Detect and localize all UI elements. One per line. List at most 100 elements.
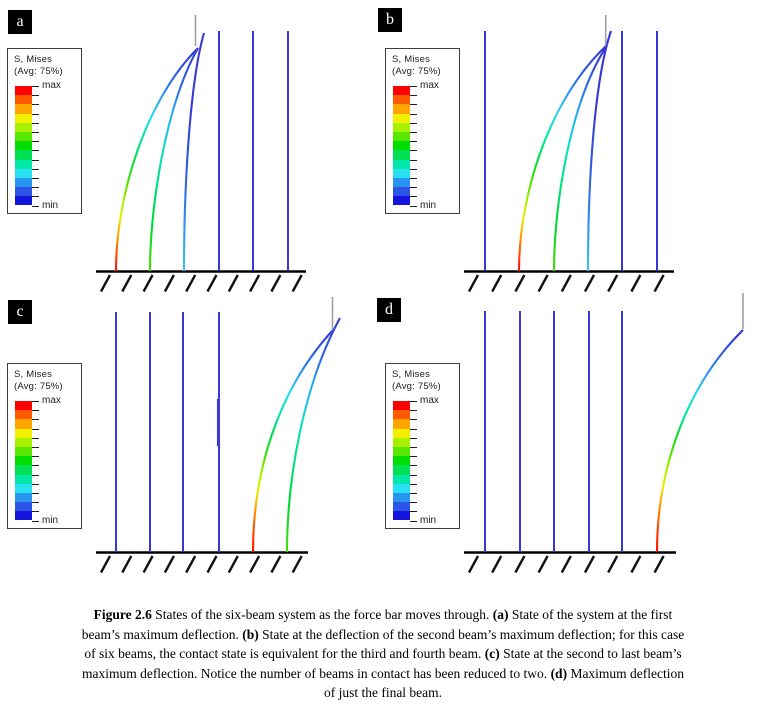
colorbar-tick <box>410 474 417 476</box>
colorbar-tick <box>32 456 39 458</box>
figure-caption-line: of six beams, the contact state is equiv… <box>0 644 766 664</box>
caption-bold-segment: (d) <box>550 665 568 681</box>
colorbar-band <box>393 150 410 160</box>
colorbar-band <box>15 95 32 105</box>
colorbar-tick <box>32 474 39 476</box>
ground-hatch <box>514 555 526 574</box>
ground-hatch <box>142 555 154 574</box>
colorbar-band <box>393 196 410 206</box>
legend-subtitle: (Avg: 75%) <box>392 381 441 392</box>
colorbar-band <box>15 196 32 206</box>
colorbar-band <box>15 86 32 96</box>
caption-text-segment: of six beams, the contact state is equiv… <box>84 646 485 661</box>
colorbar-tick <box>410 104 417 106</box>
panel-label-a: a <box>8 10 32 34</box>
panel-d <box>464 293 744 574</box>
colorbar-band <box>15 483 32 493</box>
colorbar-band <box>15 401 32 411</box>
colorbar-tick <box>410 168 417 170</box>
caption-bold-segment: (a) <box>492 607 509 622</box>
colorbar-tick <box>32 502 39 504</box>
colorbar-band <box>15 141 32 151</box>
colorbar-tick <box>32 178 39 179</box>
ground-hatch <box>653 274 665 293</box>
colorbar-band <box>393 483 410 493</box>
colorbar-tick <box>32 104 39 106</box>
deflected-beam <box>148 47 199 272</box>
colorbar-tick <box>410 141 417 143</box>
colorbar-band <box>393 113 410 123</box>
colorbar-band <box>15 465 32 475</box>
colorbar-tick <box>410 419 417 421</box>
colorbar-band <box>15 446 32 457</box>
colorbar-band <box>15 437 32 447</box>
ground-hatch <box>653 555 665 574</box>
colorbar-band <box>393 86 410 96</box>
ground-hatch <box>607 555 619 574</box>
legend-max-label: max <box>42 80 61 91</box>
colorbar-band <box>393 437 410 447</box>
caption-text-segment: Maximum deflection <box>567 665 685 681</box>
panel-c <box>96 297 341 574</box>
colorbar-tick <box>32 465 39 467</box>
ground-hatch <box>270 555 282 574</box>
ground-hatch <box>537 555 549 574</box>
legend-colorbar <box>15 86 32 206</box>
colorbar-band <box>15 419 32 429</box>
colorbar-tick <box>410 456 417 458</box>
colorbar-tick <box>410 520 417 522</box>
colorbar-tick <box>410 205 417 207</box>
colorbar-tick <box>410 483 417 485</box>
ground-hatch <box>291 274 303 293</box>
colorbar-band <box>393 159 410 169</box>
colorbar-tick <box>410 437 417 439</box>
legend-min-label: min <box>420 199 437 211</box>
ground-hatch <box>291 555 303 574</box>
ground-hatch <box>630 274 642 293</box>
colorbar-tick <box>32 493 39 494</box>
colorbar-tick <box>32 122 39 124</box>
colorbar-band <box>15 150 32 160</box>
ground-hatch <box>491 274 503 293</box>
colorbar-tick <box>32 196 39 198</box>
colorbar-tick <box>410 502 417 504</box>
legend-min-label: min <box>420 514 437 526</box>
ground-hatch <box>206 274 218 293</box>
stress-legend-panel-d: S, Mises (Avg: 75%) max min <box>385 363 460 529</box>
legend-max-label: max <box>42 395 61 406</box>
legend-subtitle: (Avg: 75%) <box>14 66 63 77</box>
colorbar-tick <box>32 437 39 439</box>
colorbar-tick <box>32 86 39 87</box>
colorbar-band <box>393 446 410 457</box>
colorbar-band <box>393 474 410 484</box>
ground-hatch <box>206 555 218 574</box>
colorbar-band <box>15 410 32 420</box>
deflected-beam <box>285 317 341 553</box>
panel-label-d: d <box>377 298 401 322</box>
ground-hatch <box>249 274 261 293</box>
panel-a <box>96 15 306 293</box>
colorbar-tick <box>410 122 417 124</box>
colorbar-band <box>393 492 410 503</box>
deflected-beam <box>517 45 607 272</box>
ground-hatch <box>467 274 480 293</box>
colorbar-band <box>393 104 410 114</box>
colorbar-tick <box>410 410 417 412</box>
legend-max-label: max <box>420 395 439 406</box>
colorbar-band <box>15 511 32 521</box>
legend-min-label: min <box>42 514 59 526</box>
ground-hatch <box>163 555 175 574</box>
caption-text-segment: State at the second to last beam’s <box>499 646 682 661</box>
colorbar-tick <box>32 159 39 161</box>
colorbar-band <box>393 141 410 151</box>
colorbar-band <box>15 131 32 142</box>
beam-simulation-canvas <box>96 15 744 574</box>
colorbar-band <box>15 113 32 123</box>
colorbar-band <box>15 456 32 466</box>
colorbar-tick <box>32 401 39 402</box>
colorbar-tick <box>410 196 417 198</box>
colorbar-tick <box>32 113 39 115</box>
colorbar-tick <box>32 419 39 421</box>
colorbar-tick <box>410 465 417 467</box>
